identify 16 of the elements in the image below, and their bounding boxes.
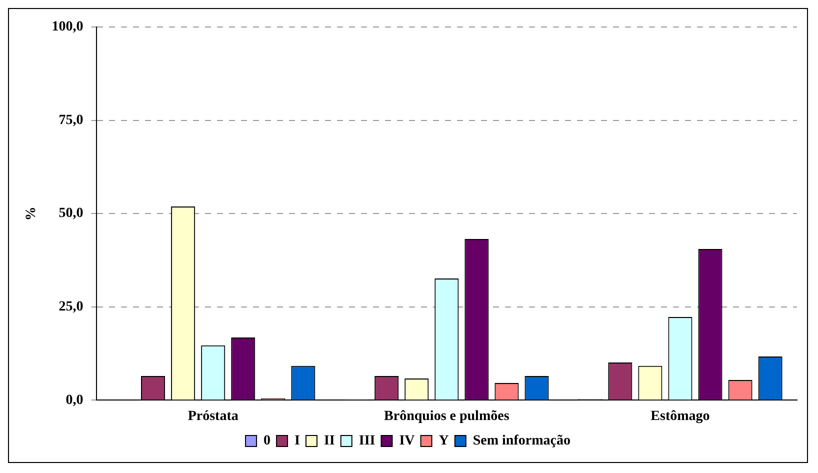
legend-label: III (358, 434, 376, 449)
legend-label: 0 (264, 434, 271, 449)
legend-label: II (324, 434, 335, 449)
y-tick-label: 25,0 (58, 300, 84, 315)
legend-label: Sem informação (472, 434, 570, 449)
legend-label: Y (438, 434, 449, 449)
x-tick-label: Próstata (188, 409, 238, 424)
y-tick-label: 100,0 (52, 20, 84, 35)
x-tick-label: Brônquios e pulmões (384, 409, 510, 424)
y-tick-label: 75,0 (58, 112, 84, 128)
legend-label: IV (399, 434, 415, 449)
y-tick-label: 50,0 (58, 206, 84, 222)
x-tick-label: Estômago (650, 409, 710, 424)
y-tick-label: 0,0 (66, 392, 84, 408)
y-axis-title: % (24, 206, 40, 221)
legend-label: I (294, 434, 300, 449)
